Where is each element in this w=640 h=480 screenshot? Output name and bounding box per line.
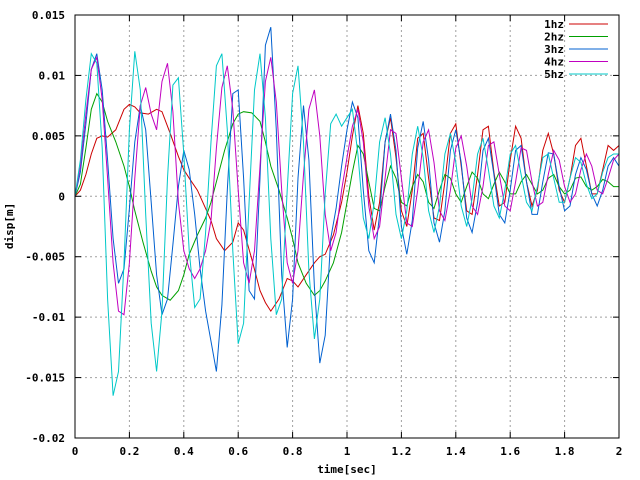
y-tick-label: 0.01 (39, 69, 66, 82)
x-tick-label: 1.6 (500, 445, 520, 458)
x-axis-label: time[sec] (317, 463, 377, 476)
series-line-3hz (74, 26, 620, 372)
x-tick-label: 1 (344, 445, 351, 458)
series-layer (74, 26, 620, 396)
y-tick-label: -0.01 (32, 311, 65, 324)
y-tick-label: -0.015 (25, 372, 65, 385)
x-tick-label: 1.2 (391, 445, 411, 458)
legend-label-1hz: 1hz (544, 18, 564, 31)
x-tick-label: 1.8 (555, 445, 575, 458)
x-tick-label: 0 (72, 445, 79, 458)
x-tick-label: 2 (616, 445, 623, 458)
y-tick-label: -0.02 (32, 432, 65, 445)
legend-label-2hz: 2hz (544, 31, 564, 44)
x-tick-label: 0.2 (119, 445, 139, 458)
x-tick-label: 0.4 (174, 445, 194, 458)
y-tick-label: 0.005 (32, 130, 65, 143)
series-line-4hz (74, 55, 620, 316)
legend-label-5hz: 5hz (544, 68, 564, 81)
x-tick-label: 1.4 (446, 445, 466, 458)
grid (75, 15, 619, 438)
axis-ticks: 0 0.2 0.4 0.6 0.8 1 1.2 1.4 1.6 1.8 2 0.015 0.01 0.00… (25, 9, 622, 458)
legend-label-4hz: 4hz (544, 56, 564, 69)
legend-label-3hz: 3hz (544, 43, 564, 56)
y-tick-label: 0 (58, 190, 65, 203)
y-tick-label: -0.005 (25, 251, 65, 264)
x-tick-label: 0.6 (228, 445, 248, 458)
series-line-5hz (74, 51, 619, 396)
y-tick-label: 0.015 (32, 9, 65, 22)
y-axis-label: disp[m] (3, 203, 16, 249)
x-tick-label: 0.8 (283, 445, 303, 458)
